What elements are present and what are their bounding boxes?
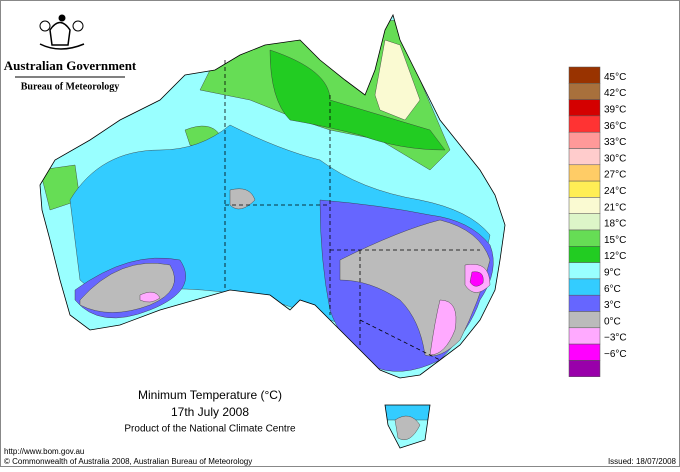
- legend: 45°C 42°C 39°C 36°C 33°C 30°C 27°C 24°C 21°C 18°C…: [568, 66, 627, 377]
- government-name: Australian Government: [4, 58, 137, 73]
- legend-swatch: [568, 83, 601, 100]
- temperature-zone: [394, 415, 421, 441]
- legend-swatch: [568, 278, 601, 296]
- legend-label: −3°C: [604, 333, 627, 344]
- legend-label: 33°C: [604, 137, 626, 148]
- agency-name: Bureau of Meteorology: [21, 81, 120, 92]
- legend-label: 15°C: [604, 235, 626, 246]
- legend-swatch: [568, 246, 601, 263]
- legend-label: 30°C: [604, 153, 626, 164]
- legend-label: 6°C: [604, 284, 621, 295]
- legend-swatch: [568, 360, 601, 377]
- coastline: [39, 13, 506, 449]
- legend-label: 21°C: [604, 202, 626, 213]
- temperature-zone: [469, 271, 484, 287]
- temperature-zone: [139, 291, 161, 303]
- footer-url[interactable]: http://www.bom.gov.au: [4, 447, 84, 456]
- temperature-zone: [229, 188, 256, 210]
- legend-swatch: [568, 294, 601, 312]
- footer-copyright: © Commonwealth of Australia 2008, Austra…: [4, 457, 252, 466]
- legend-swatch: [568, 229, 601, 247]
- legend-label: 45°C: [604, 72, 626, 83]
- legend-swatch: [568, 148, 601, 166]
- legend-swatch: [568, 327, 601, 345]
- legend-swatch: [568, 115, 601, 133]
- legend-label: 9°C: [604, 268, 621, 279]
- temperature-zone: [269, 49, 446, 151]
- legend-swatch: [568, 213, 601, 231]
- legend-swatch: [568, 311, 601, 329]
- legend-swatch: [568, 99, 601, 117]
- legend-swatch: [568, 131, 601, 149]
- legend-label: 27°C: [604, 170, 626, 181]
- footer-issued: Issued: 18/07/2008: [608, 457, 677, 466]
- legend-swatch: [568, 164, 601, 182]
- legend-swatch: [568, 66, 601, 84]
- legend-label: 0°C: [604, 316, 621, 327]
- legend-label: 12°C: [604, 251, 626, 262]
- map-product: Product of the National Climate Centre: [124, 424, 296, 435]
- map-date: 17th July 2008: [171, 405, 249, 419]
- temperature-map: [40, 15, 505, 448]
- legend-swatch: [568, 262, 601, 280]
- legend-swatch: [568, 180, 601, 198]
- legend-swatch: [568, 197, 601, 214]
- temperature-zone: [429, 299, 457, 356]
- map-title: Minimum Temperature (°C): [138, 388, 282, 402]
- legend-label: 18°C: [604, 219, 626, 230]
- legend-label: 42°C: [604, 88, 626, 99]
- crest: [39, 14, 85, 50]
- legend-label: −6°C: [604, 349, 627, 360]
- legend-label: 36°C: [604, 121, 626, 132]
- legend-label: 24°C: [604, 186, 626, 197]
- state-borders: [224, 60, 480, 361]
- legend-label: 39°C: [604, 105, 626, 116]
- legend-swatch: [568, 343, 601, 361]
- temperature-zone: [374, 39, 421, 121]
- legend-label: 3°C: [604, 300, 621, 311]
